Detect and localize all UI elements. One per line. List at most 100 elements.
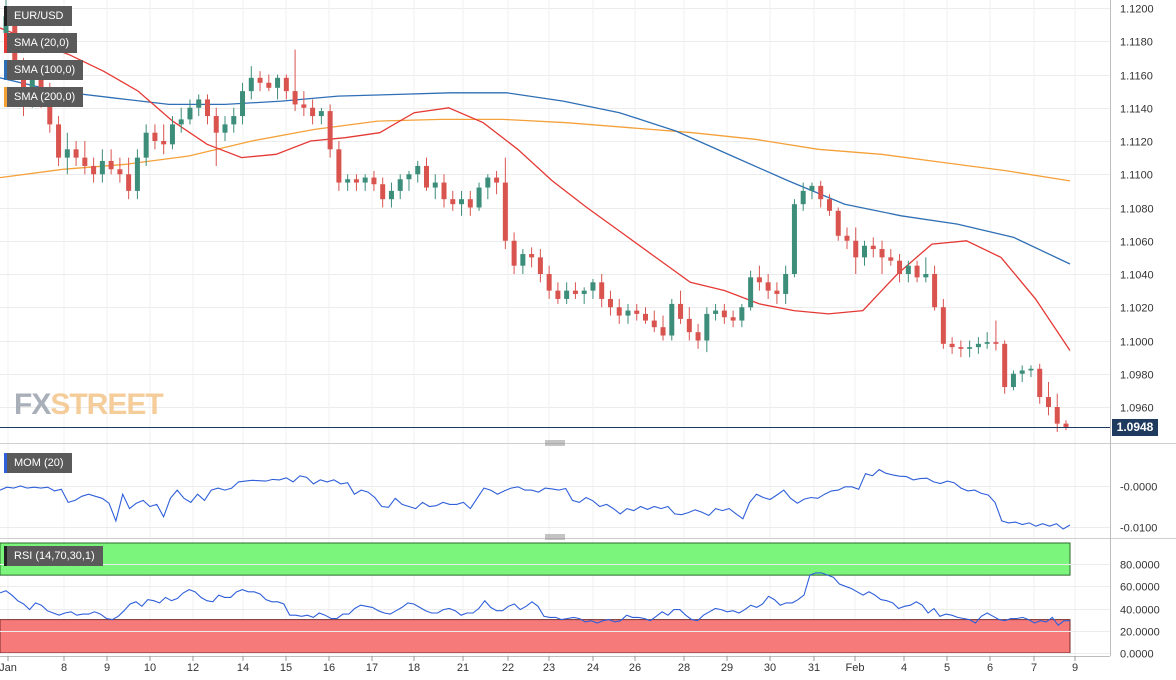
candle xyxy=(888,249,894,266)
candle xyxy=(1010,370,1016,391)
candle-body xyxy=(459,199,465,205)
panel-resize-handles[interactable] xyxy=(545,440,565,540)
mom-gridlines xyxy=(0,486,1110,528)
candle xyxy=(371,170,377,191)
candle-body xyxy=(231,116,237,125)
candle-body xyxy=(99,160,105,175)
candle xyxy=(818,180,824,208)
candle-body xyxy=(117,169,123,175)
candle xyxy=(275,74,281,100)
sma100-swatch xyxy=(4,60,7,80)
legend-rsi[interactable]: RSI (14,70,30,1) xyxy=(4,546,103,566)
candle-body xyxy=(240,91,246,117)
time-tick-label: 21 xyxy=(457,662,469,674)
candle-body xyxy=(301,104,307,108)
candle xyxy=(870,237,876,258)
candle xyxy=(529,247,535,268)
candle xyxy=(283,74,289,100)
candle xyxy=(231,107,237,133)
candle-body xyxy=(844,235,850,241)
candle-body xyxy=(826,199,832,211)
candle-body xyxy=(432,182,438,188)
sma20-swatch xyxy=(4,33,7,53)
candle-body xyxy=(1019,370,1025,374)
legend-mom[interactable]: MOM (20) xyxy=(4,453,72,473)
time-axis: Jan 8 9 10 12 14 15 16 17 18 21 22 23 24 26 28 29 30 31 Feb… xyxy=(0,656,1110,674)
candle xyxy=(248,66,254,100)
candle xyxy=(1063,420,1069,431)
candle-body xyxy=(905,265,911,274)
candle-body xyxy=(353,179,359,183)
resize-handle-mom-rsi[interactable] xyxy=(545,534,565,540)
candle-body xyxy=(800,190,806,205)
sma20-line xyxy=(0,27,1071,351)
candle-body xyxy=(897,260,903,274)
candle-body xyxy=(318,111,324,117)
candle xyxy=(108,149,114,175)
candle-body xyxy=(923,274,929,278)
candle-body xyxy=(108,160,114,170)
price-tick-label: 1.0960 xyxy=(1120,403,1154,415)
candle xyxy=(327,104,333,158)
time-tick-label: 29 xyxy=(721,662,733,674)
candle xyxy=(756,265,762,291)
candle-body xyxy=(721,310,727,318)
candle-body xyxy=(940,307,946,344)
candle xyxy=(143,124,149,166)
candle-body xyxy=(283,77,289,92)
time-tick-label: 31 xyxy=(808,662,820,674)
candle-body xyxy=(397,179,403,191)
candle xyxy=(520,249,526,274)
candle xyxy=(546,265,552,299)
candle-body xyxy=(441,182,447,200)
price-tick-label: 1.1000 xyxy=(1120,337,1154,349)
symbol-swatch xyxy=(4,6,7,26)
candle xyxy=(292,49,298,112)
time-tick-label: 22 xyxy=(502,662,514,674)
candle xyxy=(362,174,368,191)
candle-body xyxy=(511,240,517,266)
resize-handle-main-mom[interactable] xyxy=(545,440,565,446)
candle xyxy=(459,190,465,216)
legend-symbol[interactable]: EUR/USD xyxy=(4,6,72,26)
legend-sma200[interactable]: SMA (200,0) xyxy=(4,87,84,107)
time-tick-label: 16 xyxy=(323,662,335,674)
candle-body xyxy=(336,149,342,183)
candle xyxy=(713,303,719,321)
candle-body xyxy=(879,249,885,258)
candle xyxy=(572,282,578,299)
candle-body xyxy=(1028,368,1034,371)
candle xyxy=(441,174,447,208)
candle xyxy=(476,182,482,211)
candle-body xyxy=(993,342,999,344)
time-tick-label: 30 xyxy=(764,662,776,674)
candle-body xyxy=(82,157,88,166)
candle-body xyxy=(809,185,815,191)
candle-body xyxy=(257,77,263,83)
candle xyxy=(82,141,88,175)
legend-sma20[interactable]: SMA (20,0) xyxy=(4,33,78,53)
candle-body xyxy=(29,74,35,100)
candle-body xyxy=(275,77,281,88)
candle xyxy=(380,177,386,208)
candle xyxy=(494,170,500,195)
candle-body xyxy=(529,254,535,258)
candle-body xyxy=(660,327,666,336)
candle xyxy=(432,174,438,200)
legend-sma100[interactable]: SMA (100,0) xyxy=(4,60,84,80)
candle xyxy=(800,182,806,211)
rsi-panel: 0.0000 20.0000 40.0000 60.0000 80.0000 xyxy=(0,538,1176,661)
candle xyxy=(502,157,508,250)
candle xyxy=(126,157,132,200)
rsi-line-group xyxy=(0,572,1070,626)
candle-body xyxy=(1054,407,1060,424)
candle-body xyxy=(1045,397,1051,407)
logo-street-text: STREET xyxy=(50,388,163,421)
mom-axis: -0.0000 -0.0100 xyxy=(1120,482,1157,535)
rsi-line xyxy=(0,572,1070,626)
candle-body xyxy=(607,298,613,308)
candle xyxy=(607,290,613,316)
candle-body xyxy=(169,124,175,145)
legend-sma20-label: SMA (20,0) xyxy=(14,37,70,49)
time-tick-label: 9 xyxy=(1072,662,1078,674)
